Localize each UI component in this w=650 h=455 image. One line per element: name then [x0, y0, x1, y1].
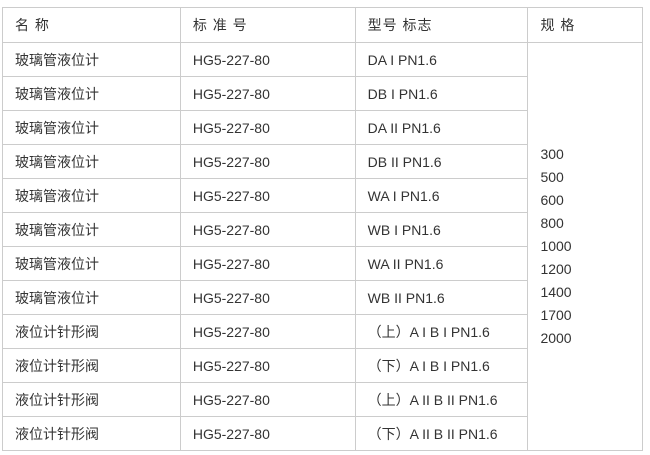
spec-value: 1700	[540, 307, 572, 323]
cell-model: （下）A I B I PN1.6	[354, 348, 529, 383]
table-row: 液位计针形阀 HG5-227-80 （上）A II B II PN1.6	[2, 382, 643, 417]
cell-standard: HG5-227-80	[179, 246, 356, 281]
cell-name: 玻璃管液位计	[2, 110, 181, 145]
cell-name: 玻璃管液位计	[2, 246, 181, 281]
cell-name: 液位计针形阀	[2, 416, 181, 451]
cell-name: 玻璃管液位计	[2, 178, 181, 213]
spec-value: 300	[540, 146, 564, 162]
cell-standard: HG5-227-80	[179, 76, 356, 111]
cell-standard: HG5-227-80	[179, 42, 356, 77]
cell-model: DB II PN1.6	[354, 144, 529, 179]
cell-name: 液位计针形阀	[2, 314, 181, 349]
cell-name: 玻璃管液位计	[2, 280, 181, 315]
column-header-spec: 规 格	[527, 7, 643, 43]
table-row: 玻璃管液位计 HG5-227-80 DB II PN1.6	[2, 144, 643, 179]
spec-value: 600	[540, 192, 564, 208]
spec-merged-cell: 300 500 600 800 1000 1200 1400 1700 2000	[527, 42, 643, 451]
cell-standard: HG5-227-80	[179, 314, 356, 349]
cell-model: DA I PN1.6	[354, 42, 529, 77]
cell-model: （上）A I B I PN1.6	[354, 314, 529, 349]
column-header-model: 型号 标志	[354, 7, 529, 43]
table-row: 玻璃管液位计 HG5-227-80 DB I PN1.6	[2, 76, 643, 111]
table-row: 液位计针形阀 HG5-227-80 （下）A I B I PN1.6	[2, 348, 643, 383]
spec-value: 800	[540, 215, 564, 231]
table-row: 玻璃管液位计 HG5-227-80 WB II PN1.6	[2, 280, 643, 315]
cell-name: 液位计针形阀	[2, 382, 181, 417]
table-row: 玻璃管液位计 HG5-227-80 DA II PN1.6	[2, 110, 643, 145]
cell-standard: HG5-227-80	[179, 382, 356, 417]
table-row: 液位计针形阀 HG5-227-80 （上）A I B I PN1.6	[2, 314, 643, 349]
cell-standard: HG5-227-80	[179, 110, 356, 145]
cell-model: （下）A II B II PN1.6	[354, 416, 529, 451]
column-header-standard: 标 准 号	[179, 7, 356, 43]
spec-value: 1000	[540, 238, 572, 254]
cell-standard: HG5-227-80	[179, 178, 356, 213]
cell-standard: HG5-227-80	[179, 212, 356, 247]
column-header-name: 名 称	[2, 7, 181, 43]
spec-value: 500	[540, 169, 564, 185]
cell-name: 玻璃管液位计	[2, 42, 181, 77]
spec-value: 2000	[540, 330, 572, 346]
table-row: 液位计针形阀 HG5-227-80 （下）A II B II PN1.6	[2, 416, 643, 451]
cell-standard: HG5-227-80	[179, 416, 356, 451]
product-spec-table: 名 称 标 准 号 型号 标志 规 格 玻璃管液位计 HG5-227-80 DA…	[2, 7, 643, 451]
spec-value: 1200	[540, 261, 572, 277]
table-row: 玻璃管液位计 HG5-227-80 WB I PN1.6	[2, 212, 643, 247]
cell-name: 玻璃管液位计	[2, 144, 181, 179]
cell-model: DB I PN1.6	[354, 76, 529, 111]
cell-model: DA II PN1.6	[354, 110, 529, 145]
cell-model: WA I PN1.6	[354, 178, 529, 213]
cell-standard: HG5-227-80	[179, 348, 356, 383]
spec-value: 1400	[540, 284, 572, 300]
table-row: 玻璃管液位计 HG5-227-80 DA I PN1.6 300 500 600…	[2, 42, 643, 451]
cell-name: 液位计针形阀	[2, 348, 181, 383]
cell-name: 玻璃管液位计	[2, 76, 181, 111]
table-row: 玻璃管液位计 HG5-227-80 WA I PN1.6	[2, 178, 643, 213]
cell-model: （上）A II B II PN1.6	[354, 382, 529, 417]
cell-standard: HG5-227-80	[179, 280, 356, 315]
cell-standard: HG5-227-80	[179, 144, 356, 179]
cell-model: WB I PN1.6	[354, 212, 529, 247]
header-row: 名 称 标 准 号 型号 标志 规 格	[2, 7, 643, 43]
cell-name: 玻璃管液位计	[2, 212, 181, 247]
cell-model: WA II PN1.6	[354, 246, 529, 281]
cell-model: WB II PN1.6	[354, 280, 529, 315]
